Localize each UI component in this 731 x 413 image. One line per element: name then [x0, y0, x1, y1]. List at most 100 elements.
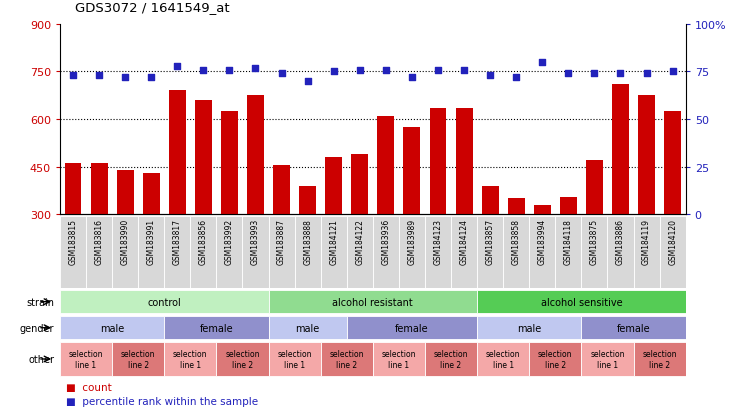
Bar: [247, 96, 264, 215]
Bar: [273, 166, 290, 215]
Bar: [299, 186, 316, 215]
Point: [640, 71, 652, 78]
Bar: [425, 343, 477, 375]
Text: GSM183887: GSM183887: [277, 218, 286, 264]
Text: GSM183857: GSM183857: [485, 218, 495, 264]
Text: male: male: [295, 323, 319, 333]
Point: [510, 75, 522, 81]
Bar: [455, 109, 472, 215]
Bar: [508, 199, 525, 215]
Point: [171, 63, 183, 70]
Bar: [425, 216, 451, 288]
Bar: [268, 343, 321, 375]
Point: [380, 67, 392, 74]
Bar: [477, 290, 686, 313]
Bar: [190, 216, 216, 288]
Bar: [64, 164, 81, 215]
Point: [197, 67, 209, 74]
Bar: [195, 101, 212, 215]
Text: male: male: [517, 323, 542, 333]
Text: male: male: [100, 323, 124, 333]
Bar: [243, 216, 268, 288]
Bar: [560, 197, 577, 215]
Point: [458, 67, 470, 74]
Text: gender: gender: [20, 323, 54, 333]
Text: GSM184123: GSM184123: [433, 218, 442, 264]
Point: [276, 71, 287, 78]
Point: [537, 59, 548, 66]
Bar: [112, 216, 138, 288]
Bar: [638, 96, 655, 215]
Text: GSM183990: GSM183990: [121, 218, 129, 264]
Text: GSM183993: GSM183993: [251, 218, 260, 264]
Bar: [60, 216, 86, 288]
Point: [119, 75, 131, 81]
Bar: [60, 290, 268, 313]
Point: [302, 78, 314, 85]
Bar: [612, 85, 629, 215]
Text: GSM183875: GSM183875: [590, 218, 599, 264]
Point: [667, 69, 678, 76]
Bar: [482, 186, 499, 215]
Text: control: control: [148, 297, 181, 307]
Bar: [634, 216, 659, 288]
Text: GSM184121: GSM184121: [329, 218, 338, 264]
Bar: [664, 112, 681, 215]
Bar: [169, 91, 186, 215]
Text: selection
line 2: selection line 2: [330, 349, 364, 369]
Text: GSM183888: GSM183888: [303, 218, 312, 264]
Bar: [430, 109, 447, 215]
Bar: [399, 216, 425, 288]
Bar: [325, 158, 342, 215]
Text: other: other: [28, 354, 54, 364]
Bar: [117, 171, 134, 215]
Bar: [216, 216, 243, 288]
Text: selection
line 2: selection line 2: [433, 349, 469, 369]
Bar: [581, 343, 634, 375]
Text: GSM184120: GSM184120: [668, 218, 677, 264]
Bar: [268, 216, 295, 288]
Bar: [634, 343, 686, 375]
Text: GSM183815: GSM183815: [69, 218, 77, 264]
Point: [249, 65, 262, 72]
Point: [484, 73, 496, 79]
Bar: [556, 216, 581, 288]
Bar: [477, 316, 581, 339]
Text: selection
line 1: selection line 1: [486, 349, 520, 369]
Bar: [451, 216, 477, 288]
Point: [432, 67, 444, 74]
Bar: [321, 343, 373, 375]
Bar: [164, 343, 216, 375]
Bar: [164, 316, 268, 339]
Point: [354, 67, 366, 74]
Text: female: female: [395, 323, 428, 333]
Text: GSM183994: GSM183994: [538, 218, 547, 264]
Text: female: female: [617, 323, 651, 333]
Text: selection
line 2: selection line 2: [643, 349, 677, 369]
Text: GSM183816: GSM183816: [94, 218, 104, 264]
Text: GSM183858: GSM183858: [512, 218, 520, 264]
Point: [145, 75, 157, 81]
Point: [94, 73, 105, 79]
Bar: [477, 216, 503, 288]
Text: alcohol resistant: alcohol resistant: [333, 297, 413, 307]
Text: selection
line 2: selection line 2: [225, 349, 260, 369]
Text: GSM183886: GSM183886: [616, 218, 625, 264]
Bar: [268, 290, 477, 313]
Text: GSM183992: GSM183992: [225, 218, 234, 264]
Bar: [221, 112, 238, 215]
Bar: [86, 216, 112, 288]
Text: female: female: [200, 323, 233, 333]
Bar: [477, 343, 529, 375]
Bar: [321, 216, 346, 288]
Bar: [138, 216, 164, 288]
Text: selection
line 1: selection line 1: [277, 349, 312, 369]
Text: GSM184118: GSM184118: [564, 218, 573, 264]
Bar: [346, 316, 477, 339]
Bar: [216, 343, 268, 375]
Text: strain: strain: [26, 297, 54, 307]
Text: GSM183936: GSM183936: [382, 218, 390, 264]
Bar: [295, 216, 321, 288]
Bar: [60, 316, 164, 339]
Bar: [581, 216, 607, 288]
